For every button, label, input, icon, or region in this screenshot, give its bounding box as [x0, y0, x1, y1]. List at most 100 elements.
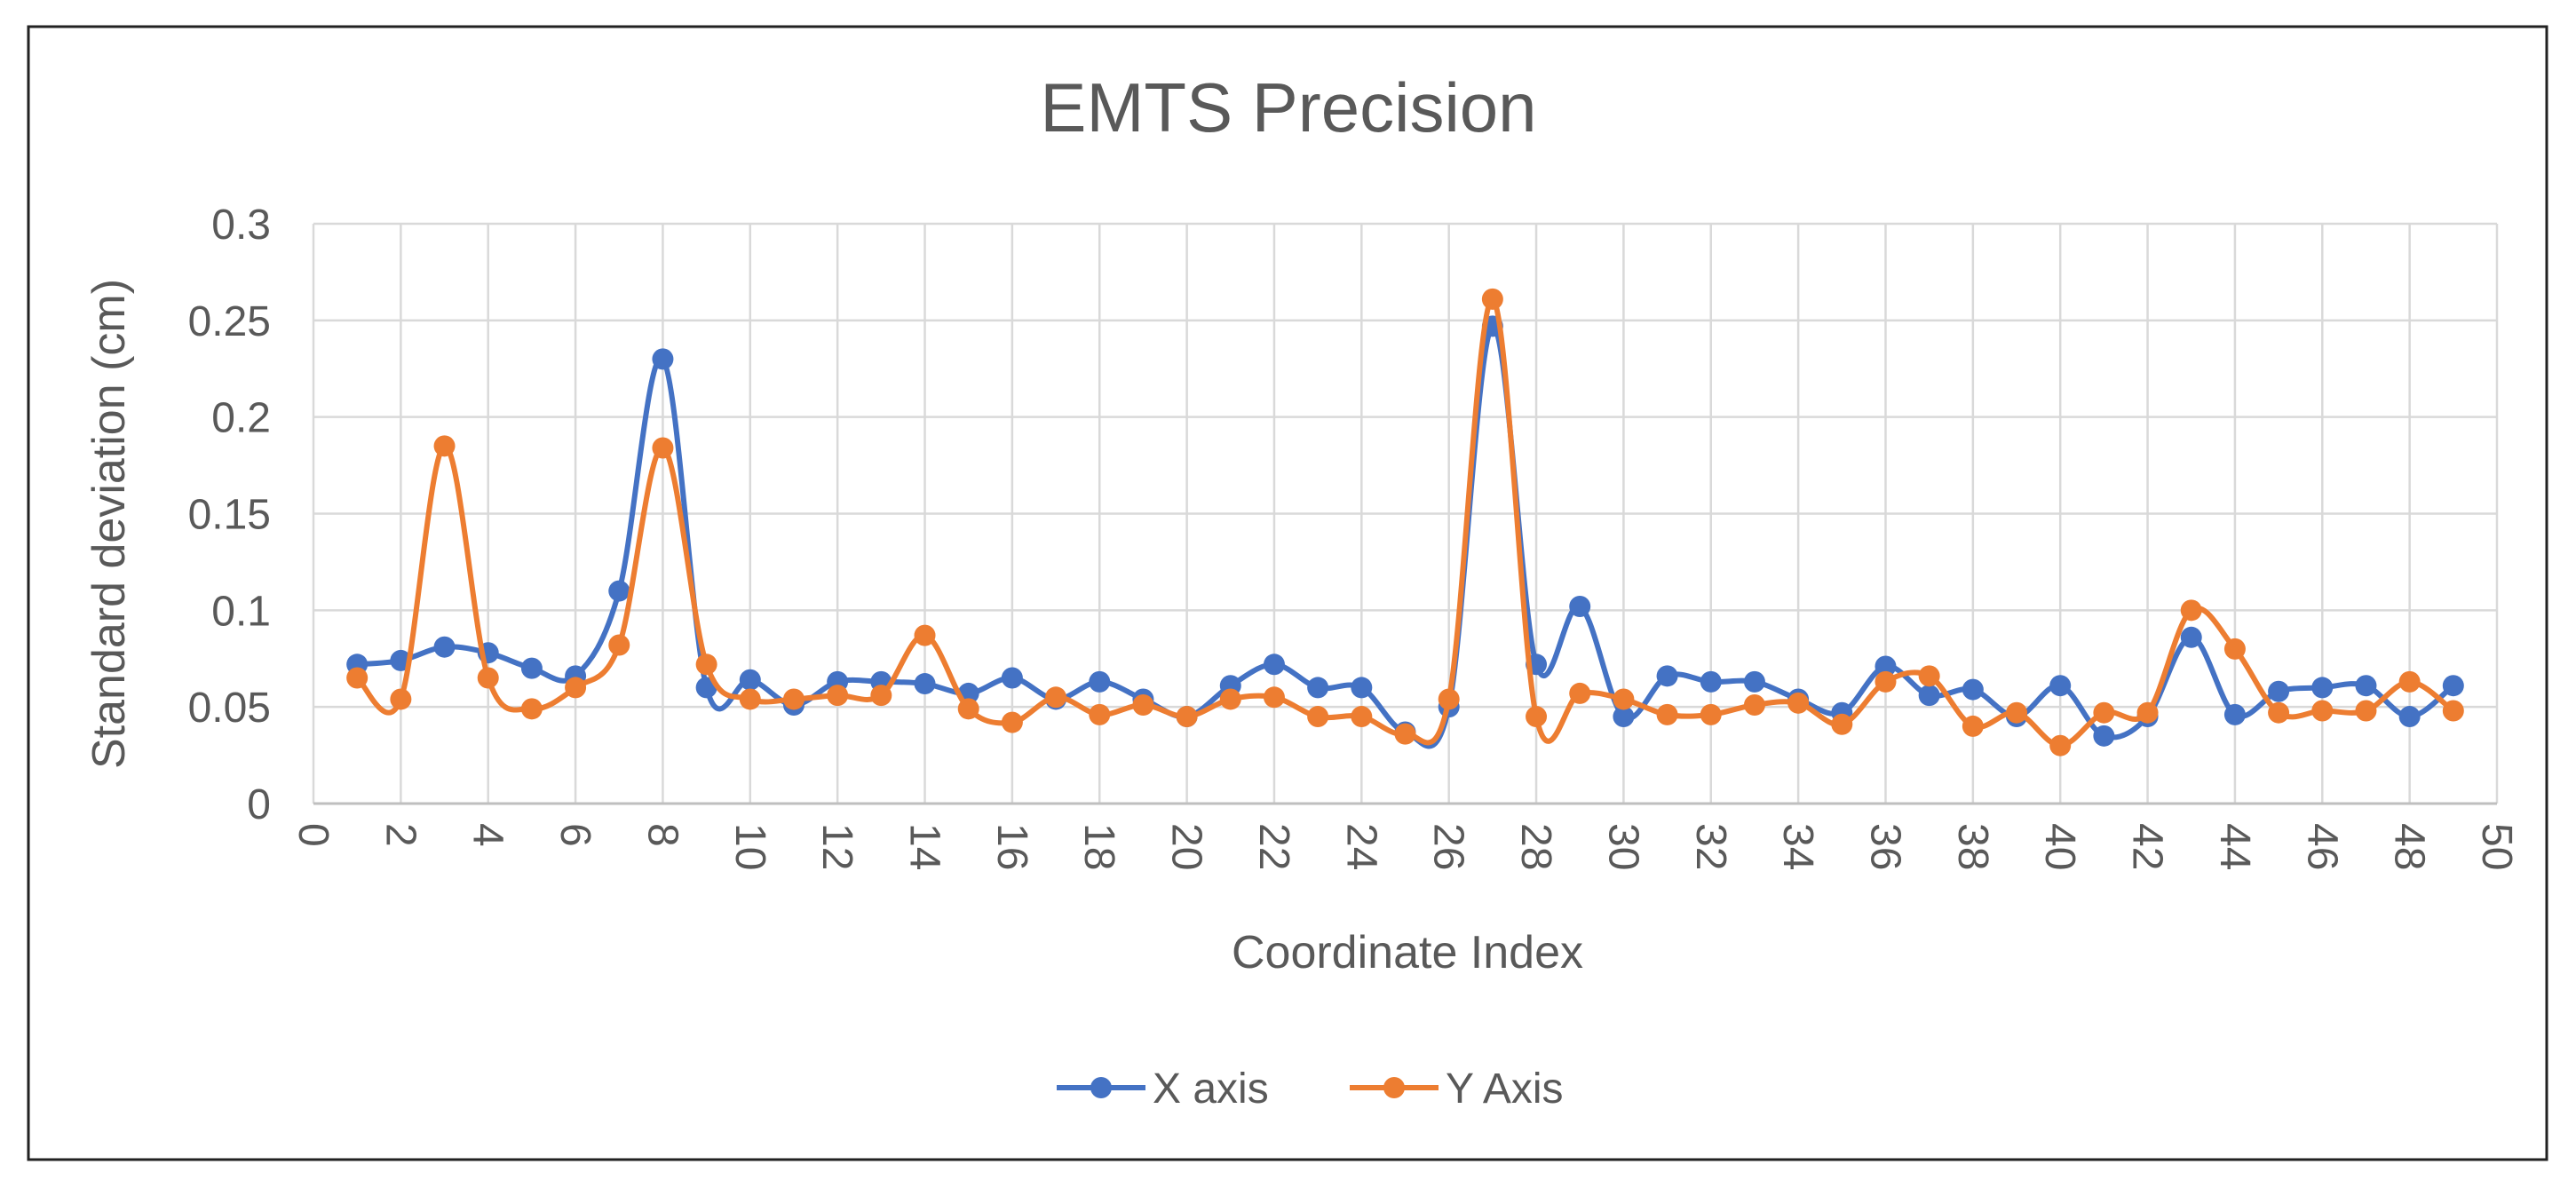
- data-point-y-axis: [1656, 703, 1678, 725]
- legend-label: Y Axis: [1446, 1065, 1564, 1113]
- data-point-y-axis: [1351, 706, 1373, 728]
- data-point-y-axis: [652, 437, 674, 459]
- data-point-y-axis: [1526, 706, 1548, 728]
- x-tick-label: 2: [376, 823, 424, 847]
- x-tick-label: 0: [289, 823, 337, 847]
- data-point-y-axis: [1307, 706, 1329, 728]
- x-tick-label: 14: [901, 823, 948, 870]
- data-point-x-axis: [2223, 703, 2246, 725]
- data-point-y-axis: [2180, 599, 2202, 622]
- data-point-x-axis: [433, 636, 456, 658]
- data-point-y-axis: [1569, 682, 1591, 704]
- y-tick-label: 0.15: [188, 492, 271, 539]
- x-tick-label: 22: [1250, 823, 1297, 870]
- x-tick-label: 12: [813, 823, 860, 870]
- x-tick-label: 34: [1774, 823, 1821, 870]
- x-tick-label: 16: [988, 823, 1035, 870]
- data-point-x-axis: [1918, 685, 1940, 707]
- data-point-y-axis: [1001, 711, 1023, 733]
- data-point-x-axis: [1001, 667, 1023, 689]
- data-point-y-axis: [782, 688, 805, 710]
- data-point-x-axis: [2398, 706, 2421, 728]
- data-point-x-axis: [1700, 670, 1722, 693]
- data-point-y-axis: [1918, 665, 1940, 687]
- data-point-x-axis: [520, 657, 543, 679]
- legend-item: Y Axis: [1350, 1065, 1564, 1113]
- chart-frame: [27, 25, 2548, 1161]
- legend-item: X axis: [1057, 1065, 1269, 1113]
- data-point-y-axis: [433, 435, 456, 457]
- legend: X axis Y Axis: [1057, 1065, 1564, 1113]
- data-point-y-axis: [1700, 703, 1722, 725]
- data-point-y-axis: [2398, 670, 2421, 693]
- data-point-x-axis: [2049, 675, 2072, 697]
- series-y-axis: [346, 288, 2464, 756]
- data-point-y-axis: [2442, 700, 2464, 722]
- data-point-x-axis: [2093, 725, 2115, 747]
- data-point-y-axis: [2311, 700, 2334, 722]
- data-point-x-axis: [1613, 706, 1635, 728]
- data-point-x-axis: [739, 669, 761, 691]
- legend-swatch-marker: [1383, 1077, 1405, 1098]
- chart-title: EMTS Precision: [1040, 68, 1536, 147]
- x-tick-label: 42: [2124, 823, 2171, 870]
- data-point-y-axis: [2049, 734, 2072, 756]
- data-point-x-axis: [2355, 675, 2377, 697]
- y-tick-label: 0.1: [211, 588, 271, 635]
- data-point-y-axis: [1438, 688, 1460, 710]
- x-tick-label: 36: [1861, 823, 1908, 870]
- x-tick-label: 48: [2386, 823, 2433, 870]
- x-tick-label: 10: [726, 823, 773, 870]
- data-point-y-axis: [914, 624, 936, 646]
- data-point-y-axis: [390, 688, 412, 710]
- data-point-x-axis: [2311, 677, 2334, 699]
- y-tick-label: 0.25: [188, 298, 271, 345]
- y-tick-label: 0.05: [188, 685, 271, 732]
- data-point-x-axis: [1351, 677, 1373, 699]
- axes: 00.050.10.150.20.250.30 2 4 6 8 10 12 14 16 18 20 2…: [188, 202, 2520, 870]
- data-point-y-axis: [1831, 713, 1853, 735]
- x-tick-label: 20: [1163, 823, 1210, 870]
- data-point-y-axis: [1787, 692, 1810, 714]
- data-point-y-axis: [1263, 686, 1285, 709]
- x-tick-label: 6: [551, 823, 598, 847]
- x-tick-label: 4: [464, 823, 511, 847]
- data-point-x-axis: [1307, 677, 1329, 699]
- data-point-x-axis: [1875, 655, 1897, 677]
- data-point-x-axis: [1743, 670, 1765, 693]
- y-axis-title: Standard deviation (cm): [83, 279, 135, 769]
- data-point-x-axis: [1089, 670, 1111, 693]
- data-point-y-axis: [1394, 723, 1416, 745]
- y-tick-label: 0.2: [211, 395, 271, 442]
- y-tick-label: 0.3: [211, 202, 271, 249]
- x-tick-label: 26: [1425, 823, 1472, 870]
- data-point-y-axis: [608, 634, 630, 656]
- data-point-x-axis: [652, 348, 674, 370]
- data-point-y-axis: [1613, 688, 1635, 710]
- data-point-y-axis: [1045, 686, 1067, 709]
- x-tick-label: 32: [1687, 823, 1734, 870]
- x-tick-label: 50: [2473, 823, 2520, 870]
- x-tick-label: 46: [2298, 823, 2345, 870]
- data-point-y-axis: [695, 653, 717, 676]
- x-tick-label: 44: [2211, 823, 2258, 870]
- data-point-y-axis: [1219, 688, 1241, 710]
- data-point-y-axis: [1176, 706, 1198, 728]
- data-point-y-axis: [1962, 715, 1984, 737]
- data-point-y-axis: [957, 698, 979, 720]
- data-point-y-axis: [1875, 670, 1897, 693]
- data-point-y-axis: [739, 688, 761, 710]
- x-tick-label: 28: [1512, 823, 1559, 870]
- data-point-x-axis: [1263, 653, 1285, 676]
- data-point-y-axis: [870, 685, 892, 707]
- data-point-x-axis: [1656, 665, 1678, 687]
- x-tick-label: 18: [1075, 823, 1122, 870]
- data-point-x-axis: [914, 673, 936, 695]
- data-point-y-axis: [1743, 693, 1765, 716]
- data-point-y-axis: [827, 685, 849, 707]
- x-tick-label: 38: [1949, 823, 1996, 870]
- legend-swatch-marker: [1090, 1077, 1112, 1098]
- x-tick-label: 24: [1337, 823, 1384, 870]
- data-point-y-axis: [346, 667, 369, 689]
